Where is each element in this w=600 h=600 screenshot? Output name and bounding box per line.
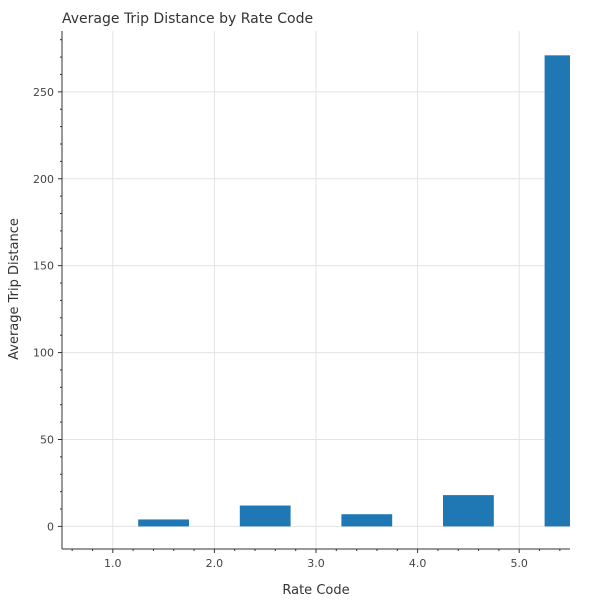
y-tick-label: 150 — [33, 260, 54, 273]
y-tick-label: 200 — [33, 173, 54, 186]
x-tick-label: 4.0 — [409, 557, 427, 570]
x-axis-label: Rate Code — [282, 583, 349, 598]
y-axis-label: Average Trip Distance — [7, 218, 22, 360]
x-tick-label: 3.0 — [307, 557, 325, 570]
y-tick-label: 50 — [40, 433, 54, 446]
ticks-layer: 0 50 100 150 200 250 1.0 2.0 3.0 4.0 5.0 — [33, 39, 561, 570]
y-tick-label: 0 — [47, 520, 54, 533]
grid-layer — [62, 31, 570, 549]
x-tick-label: 2.0 — [206, 557, 224, 570]
bars-layer — [138, 55, 570, 527]
bar-5 — [544, 55, 570, 527]
bar-2 — [239, 505, 291, 527]
chart-title: Average Trip Distance by Rate Code — [62, 11, 313, 27]
y-tick-label: 100 — [33, 347, 54, 360]
bar-3 — [341, 514, 393, 527]
y-tick-label: 250 — [33, 86, 54, 99]
bar-1 — [138, 519, 189, 527]
bar-4 — [443, 495, 494, 527]
x-tick-label: 1.0 — [104, 557, 122, 570]
x-tick-label: 5.0 — [510, 557, 528, 570]
